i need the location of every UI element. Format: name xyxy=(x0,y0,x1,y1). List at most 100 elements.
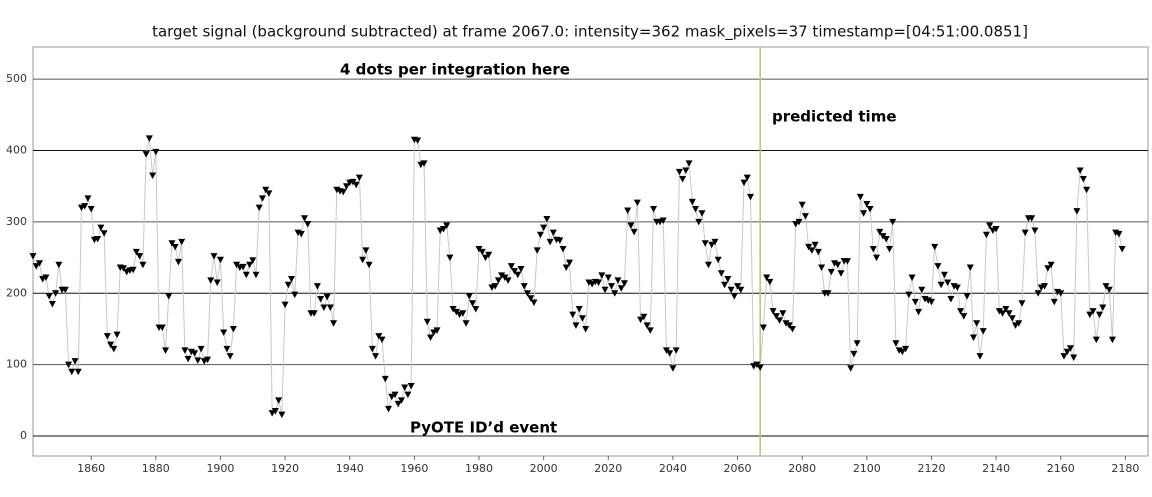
point xyxy=(171,243,179,251)
x-tick-label: 2180 xyxy=(1111,462,1139,475)
point xyxy=(1073,208,1081,215)
point xyxy=(1018,300,1026,307)
point xyxy=(669,365,677,372)
point xyxy=(905,291,913,299)
point xyxy=(210,253,218,260)
point xyxy=(472,305,480,313)
point xyxy=(969,334,977,342)
point xyxy=(397,397,405,404)
point xyxy=(507,263,515,270)
point xyxy=(136,253,144,260)
point xyxy=(565,259,573,267)
point xyxy=(1063,348,1071,356)
point xyxy=(423,318,431,326)
point xyxy=(633,199,641,207)
point xyxy=(139,261,147,269)
point xyxy=(811,241,819,249)
point xyxy=(1015,320,1023,327)
point xyxy=(937,281,945,289)
point xyxy=(446,254,454,262)
point xyxy=(110,345,118,353)
annotation: 4 dots per integration here xyxy=(340,61,570,79)
point xyxy=(81,203,89,210)
point xyxy=(252,271,260,279)
point xyxy=(404,391,412,399)
point xyxy=(569,311,577,319)
y-tick-label: 500 xyxy=(6,72,27,85)
point xyxy=(746,193,754,201)
point xyxy=(856,193,864,201)
point xyxy=(582,325,590,333)
point xyxy=(620,280,628,287)
point xyxy=(313,283,321,290)
point xyxy=(530,299,538,307)
point xyxy=(850,350,858,358)
point xyxy=(178,238,186,246)
point xyxy=(291,291,299,299)
y-tick-label: 300 xyxy=(6,215,27,228)
point xyxy=(847,365,855,372)
point xyxy=(216,256,224,264)
point xyxy=(779,310,787,317)
point xyxy=(876,228,884,236)
point xyxy=(262,186,270,194)
point xyxy=(604,274,612,282)
point xyxy=(801,213,809,220)
point xyxy=(957,308,965,315)
point xyxy=(1066,345,1074,352)
point xyxy=(48,300,56,308)
point xyxy=(556,237,564,244)
point xyxy=(882,236,890,243)
point xyxy=(94,236,102,243)
x-tick-label: 1980 xyxy=(465,462,493,475)
point xyxy=(61,286,69,294)
point xyxy=(368,345,376,353)
x-tick-label: 2160 xyxy=(1047,462,1075,475)
point xyxy=(1070,354,1078,361)
x-tick-label: 1900 xyxy=(206,462,234,475)
point xyxy=(52,290,60,297)
chart-title: target signal (background subtracted) at… xyxy=(152,23,1028,42)
point xyxy=(549,229,557,237)
point xyxy=(701,240,709,247)
annotation: predicted time xyxy=(772,108,897,126)
point xyxy=(1021,229,1029,237)
point xyxy=(100,230,108,237)
point xyxy=(359,256,367,264)
point xyxy=(181,347,189,354)
x-tick-label: 1860 xyxy=(77,462,105,475)
x-tick-label: 2120 xyxy=(917,462,945,475)
point xyxy=(695,218,703,226)
x-tick-label: 1920 xyxy=(271,462,299,475)
point xyxy=(672,347,680,354)
point xyxy=(223,345,231,353)
point xyxy=(478,248,486,256)
point xyxy=(708,241,716,249)
point xyxy=(533,247,541,254)
point xyxy=(1083,186,1091,194)
point xyxy=(737,286,745,294)
point xyxy=(191,350,199,357)
point xyxy=(1005,310,1013,317)
x-tick-label: 1940 xyxy=(336,462,364,475)
point xyxy=(860,210,868,217)
point xyxy=(940,271,948,279)
point xyxy=(213,279,221,287)
point xyxy=(1050,298,1058,306)
point xyxy=(42,274,50,282)
point xyxy=(769,308,777,315)
point xyxy=(898,348,906,356)
point xyxy=(281,301,289,309)
point xyxy=(1105,286,1113,294)
point xyxy=(999,310,1007,317)
point xyxy=(627,222,635,229)
point xyxy=(1089,308,1097,315)
point xyxy=(339,188,347,196)
point xyxy=(174,258,182,266)
point xyxy=(158,324,166,332)
point xyxy=(724,275,732,283)
point xyxy=(536,231,544,239)
point xyxy=(268,410,276,417)
x-tick-label: 2140 xyxy=(982,462,1010,475)
point xyxy=(776,317,784,324)
